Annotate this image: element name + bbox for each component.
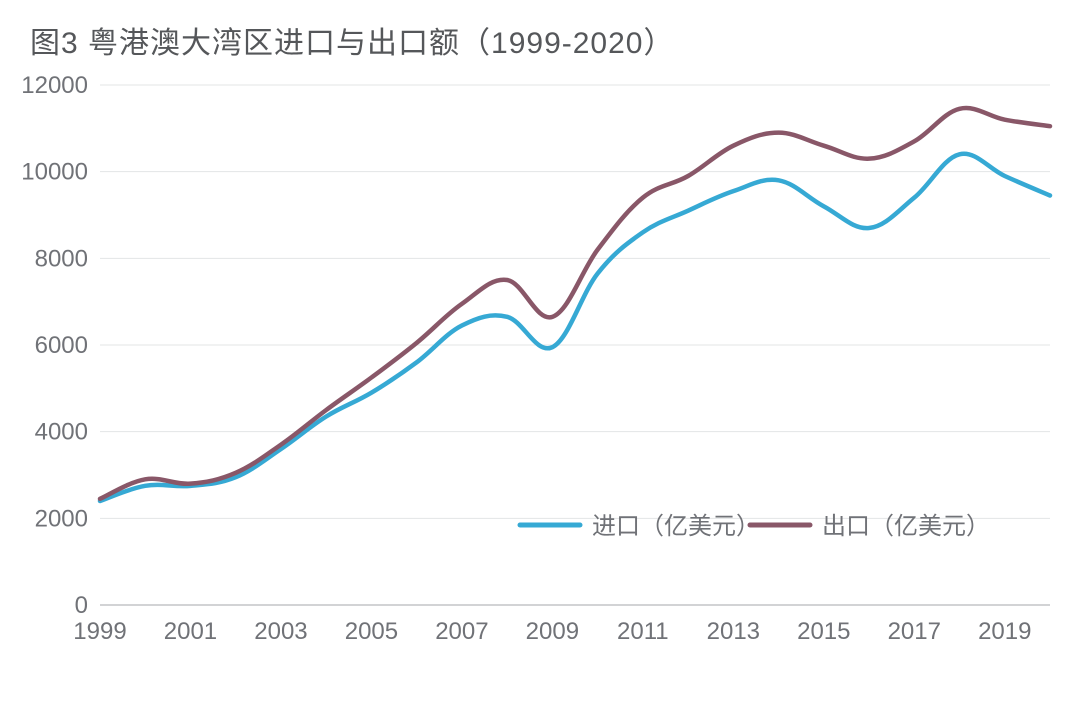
y-tick-label: 4000	[35, 419, 88, 446]
y-tick-label: 8000	[35, 245, 88, 272]
chart-svg: 0 2000 4000 6000 8000 10000 12000 1999 2001 2003 2…	[0, 0, 1080, 705]
y-tick-label: 0	[75, 592, 88, 619]
x-tick-label: 2007	[435, 618, 488, 645]
legend-label: 进口（亿美元）	[592, 513, 760, 540]
x-tick-label: 2001	[164, 618, 217, 645]
x-tick-label: 2013	[707, 618, 760, 645]
x-tick-label: 2019	[978, 618, 1031, 645]
x-tick-label: 2003	[254, 618, 307, 645]
y-tick-label: 12000	[21, 72, 88, 99]
y-tick-label: 10000	[21, 159, 88, 186]
x-tick-label: 2009	[526, 618, 579, 645]
x-tick-label: 2015	[797, 618, 850, 645]
legend-label: 出口（亿美元）	[822, 513, 990, 540]
y-tick-label: 2000	[35, 505, 88, 532]
y-tick-label: 6000	[35, 332, 88, 359]
series-line	[100, 108, 1050, 499]
x-tick-label: 1999	[73, 618, 126, 645]
series-line	[100, 154, 1050, 501]
x-tick-label: 2005	[345, 618, 398, 645]
chart-container: 图3 粤港澳大湾区进口与出口额（1999-2020） 0200040006000…	[0, 0, 1080, 705]
x-tick-label: 2017	[888, 618, 941, 645]
x-tick-label: 2011	[617, 618, 669, 645]
